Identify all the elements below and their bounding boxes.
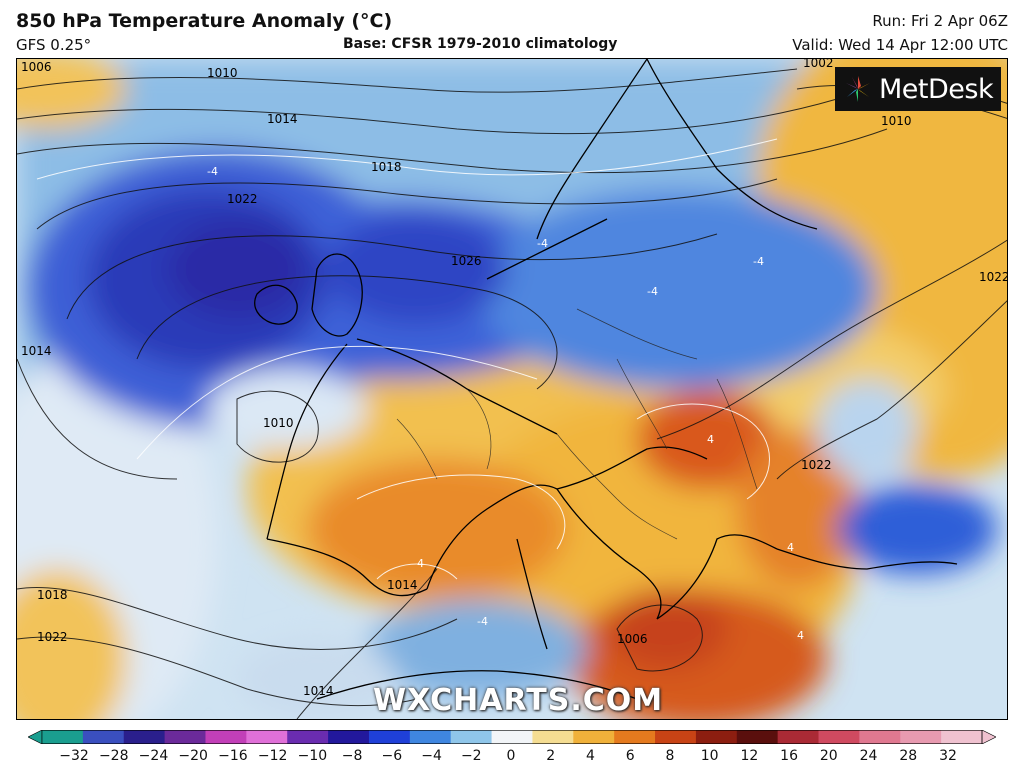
colorbar-segment [818,730,860,744]
isobar-label-group: 1006 1010 1014 1018 1022 1026 1010 1014 … [21,59,1008,698]
anomaly-field [17,59,1007,719]
colorbar-segment [42,730,84,744]
anomaly-label: 4 [707,433,714,446]
colorbar-tick-label: −6 [381,748,403,764]
colorbar-segment [614,730,656,744]
colorbar-segment [491,730,533,744]
coastlines [254,59,958,700]
isobar-label: 1014 [303,684,334,698]
colorbar-segment [695,730,738,744]
colorbar-tick-label: −4 [421,748,442,764]
anomaly-label: -4 [207,165,218,178]
colorbar-tick-label: −8 [341,748,363,764]
colorbar-tick-label: 0 [506,748,516,764]
anomaly-label: -4 [753,255,764,268]
colorbar-segment [859,730,901,744]
colorbar-tick-label: 16 [780,748,798,764]
logo-text: MetDesk [879,73,994,105]
colorbar-segment [287,730,329,744]
isobar-label: 1022 [227,192,258,206]
colorbar-arrow-right [981,730,996,744]
isobar-label: 1014 [387,578,418,592]
colorbar-segment [736,730,779,744]
anomaly-label: -4 [647,285,658,298]
colorbar-tick-label: 24 [859,748,878,764]
colorbar-tick-label: 10 [700,748,719,764]
anomaly-contours [36,138,778,580]
colorbar-segment [123,730,166,744]
anomaly-map: 1006 1010 1014 1018 1022 1026 1010 1014 … [16,58,1008,720]
colorbar-tick-label: −16 [218,748,248,764]
colorbar-tick-label: 12 [740,748,759,764]
colorbar-segment [164,730,206,744]
isobar-label: 1010 [263,416,294,430]
colorbar-segment [777,730,820,744]
colorbar-segment [450,730,493,744]
colorbar-tick-label: 6 [625,748,635,764]
colorbar-tick-label: 28 [899,748,918,764]
anomaly-label: -4 [537,237,548,250]
colorbar-segment [573,730,615,744]
colorbar-tick-label: 4 [585,748,595,764]
colorbar-segment [368,730,411,744]
run-time-label: Run: Fri 2 Apr 06Z [872,12,1008,30]
anomaly-label: 4 [797,629,804,642]
base-climatology-label: Base: CFSR 1979-2010 climatology [343,36,618,52]
colorbar-frame [41,730,983,744]
isobar-label: 1014 [21,344,52,358]
isobar-label: 1018 [371,160,402,174]
anomaly-label-group: -4 -4 -4 -4 -4 4 4 4 4 [207,165,804,642]
isobar-label: 1018 [37,588,68,602]
colorbar-tick-label: 2 [546,748,556,764]
colorbar-tick-label: −2 [460,748,482,764]
isobar-label: 1022 [801,458,832,472]
colorbar-segment [532,730,574,744]
valid-time-label: Valid: Wed 14 Apr 12:00 UTC [792,36,1008,54]
map-canvas: 1006 1010 1014 1018 1022 1026 1010 1014 … [17,59,1008,719]
anomaly-label: 4 [787,541,794,554]
isobar-label: 1022 [37,630,68,644]
isobar-label: 1006 [617,632,648,646]
colorbar-segment [205,730,247,744]
colorbar-segment [328,730,370,744]
colorbar-tick-label: −12 [257,748,288,764]
isobar-label: 1010 [207,66,238,80]
isobar-label: 1026 [451,254,482,268]
chart-title: 850 hPa Temperature Anomaly (°C) [16,10,393,32]
colorbar-tick-label: 8 [665,748,675,764]
metdesk-logo: MetDesk [835,67,1001,111]
isobar-label: 1010 [881,114,912,128]
colorbar-segment [409,730,452,744]
colorbar-tick-label: −20 [178,748,208,764]
isobar-label: 1022 [979,270,1008,284]
isobar-label: 1006 [21,60,52,74]
colorbar-segment [900,730,942,744]
colorbar-segment [82,730,125,744]
colorbar-segment [941,730,983,744]
colorbar-tick-label: −32 [59,748,89,764]
isobar-label: 1014 [267,112,298,126]
colorbar-tick-label: −24 [138,748,169,764]
colorbar-tick-label: −28 [98,748,129,764]
metdesk-star-icon [846,76,870,102]
watermark: WXCHARTS.COM [373,683,664,718]
anomaly-label: 4 [417,557,424,570]
colorbar-arrow-left [28,730,43,744]
anomaly-label: -4 [477,615,488,628]
model-label: GFS 0.25° [16,36,92,54]
isobar-label: 1002 [803,59,834,70]
colorbar-tick-labels: −32 −28 −24 −20 −16 −12 −10 −8 −6 −4 −2 0 2 4 6 8 10 12 16… [0,748,1024,768]
colorbar [28,730,996,744]
colorbar-tick-label: 32 [939,748,957,764]
colorbar-tick-label: 20 [819,748,838,764]
colorbar-segment [655,730,697,744]
colorbar-tick-label: −10 [297,748,328,764]
borders [396,308,758,540]
colorbar-segment [246,730,288,744]
